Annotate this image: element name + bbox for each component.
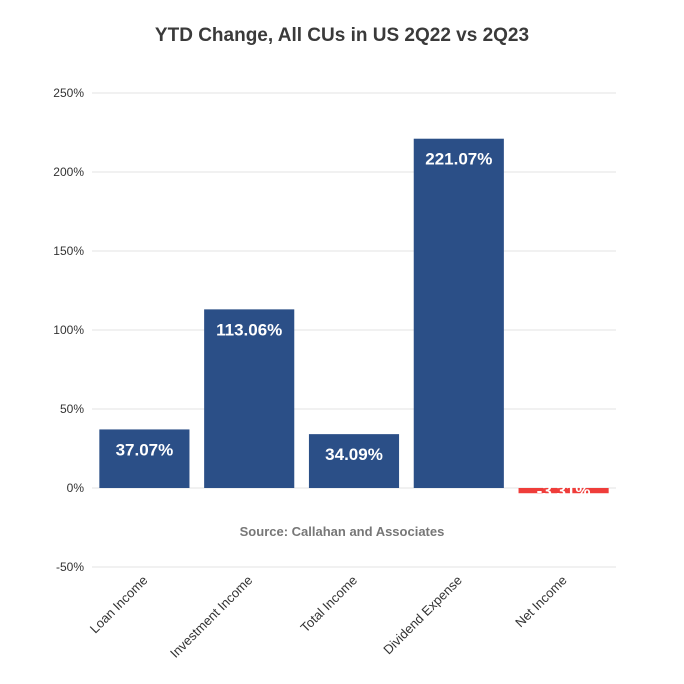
bar [413, 138, 504, 488]
data-label: 34.09% [325, 445, 383, 464]
y-tick-label: 50% [60, 402, 84, 416]
chart-title: YTD Change, All CUs in US 2Q22 vs 2Q23 [155, 25, 529, 46]
y-tick-label: -50% [56, 560, 84, 574]
x-axis-categories: Loan Income Investment Income Total Income… [87, 573, 570, 661]
bars: 37.07% 113.06% 34.09% 221.07% -3.31% [99, 138, 609, 501]
y-tick-label: 200% [53, 165, 84, 179]
y-tick-label: 100% [53, 323, 84, 337]
data-label: 37.07% [116, 440, 174, 459]
bar [99, 429, 190, 488]
y-tick-label: 150% [53, 244, 84, 258]
y-axis-ticks: 250% 200% 150% 100% 50% 0% -50% [53, 86, 84, 574]
bar [308, 434, 400, 488]
data-label: 113.06% [216, 320, 282, 339]
x-category-label: Dividend Expense [380, 573, 465, 658]
y-tick-label: 0% [67, 481, 85, 495]
bar [204, 309, 295, 488]
y-tick-label: 250% [53, 86, 84, 100]
data-label: -3.31% [537, 482, 591, 501]
bar [518, 488, 609, 494]
data-label: 221.07% [425, 150, 492, 169]
x-category-label: Net Income [512, 573, 570, 631]
source-note: Source: Callahan and Associates [240, 524, 445, 539]
x-category-label: Total Income [297, 573, 360, 636]
x-category-label: Loan Income [87, 573, 151, 637]
x-category-label: Investment Income [167, 573, 255, 661]
